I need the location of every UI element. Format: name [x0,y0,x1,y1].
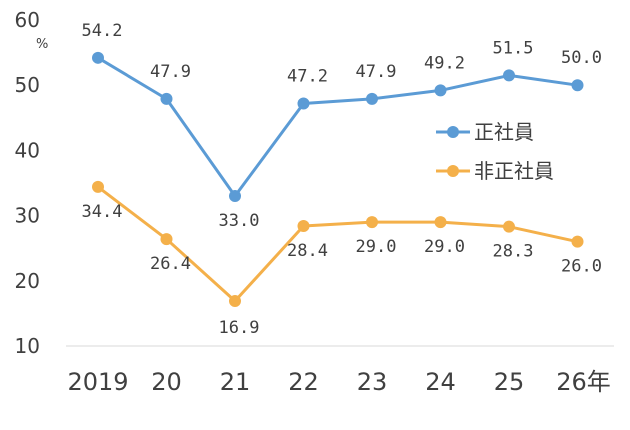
data-label: 34.4 [82,202,123,222]
legend-swatch-marker [447,165,459,177]
data-label: 47.9 [356,62,397,82]
data-point [160,92,173,105]
x-tick-label: 26年 [556,368,611,396]
y-axis-ticks: 10 20 30 40 50 60 [15,8,40,358]
data-point [503,220,515,233]
data-point [366,92,378,105]
y-unit-label: % [36,37,48,52]
data-label: 47.9 [150,62,191,82]
data-point [571,79,584,92]
data-label: 51.5 [493,38,534,58]
data-point [297,220,310,233]
data-label: 54.2 [82,21,123,41]
x-axis-ticks: 2019 20 21 22 23 24 25 26年 [67,368,610,396]
x-tick-label: 22 [288,368,319,396]
data-point [571,235,584,248]
data-label: 49.2 [424,53,465,73]
y-tick-label: 30 [15,204,40,228]
legend-swatch-marker [447,126,459,138]
data-point [92,51,104,64]
data-point [229,190,241,203]
data-label: 29.0 [424,237,465,257]
x-tick-label: 21 [220,368,251,396]
data-point [297,97,310,110]
data-label: 50.0 [561,48,602,68]
y-tick-label: 10 [15,334,40,358]
series-line [97,56,578,198]
data-label: 33.0 [219,211,260,231]
legend-label: 正社員 [474,120,534,144]
data-label: 28.4 [287,241,328,261]
data-point [366,216,378,229]
y-tick-label: 50 [15,73,40,97]
x-tick-label: 2019 [67,368,128,396]
series-line [97,185,578,303]
data-label: 26.0 [561,257,602,277]
data-label: 26.4 [150,254,191,274]
data-label: 28.3 [493,242,534,262]
data-label: 29.0 [356,237,397,257]
x-tick-label: 20 [151,368,182,396]
data-label: 47.2 [287,66,328,86]
data-point [434,216,447,229]
y-tick-label: 60 [15,8,40,32]
x-tick-label: 23 [357,368,388,396]
data-point [229,295,241,308]
y-tick-label: 40 [15,138,40,162]
series-group: 54.2 47.9 33.0 47.2 47.9 49.2 51.5 50.0 34.4 26.4… [82,21,602,338]
data-point [92,180,104,193]
data-point [160,233,173,246]
data-point [434,84,447,97]
data-label: 16.9 [219,318,260,338]
y-tick-label: 20 [15,269,40,293]
x-tick-label: 25 [494,368,525,396]
x-tick-label: 24 [425,368,456,396]
legend-label: 非正社員 [474,159,554,183]
data-point [503,69,515,82]
